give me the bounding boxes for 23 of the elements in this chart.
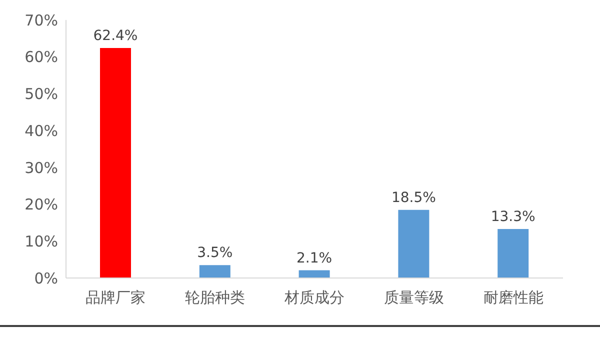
y-tick-label: 50% [24, 85, 58, 104]
x-tick-label: 耐磨性能 [483, 288, 544, 307]
x-tick-label: 轮胎种类 [185, 288, 246, 307]
x-tick-label: 品牌厂家 [86, 288, 146, 307]
data-label: 62.4% [93, 28, 138, 44]
data-label: 18.5% [391, 190, 436, 206]
data-label: 3.5% [197, 245, 233, 262]
bar [199, 265, 230, 278]
y-tick-label: 10% [24, 232, 58, 250]
y-tick-label: 70% [24, 11, 58, 30]
y-tick-label: 20% [24, 196, 58, 214]
y-tick-label: 60% [24, 48, 58, 66]
data-label: 2.1% [296, 250, 332, 266]
y-tick-label: 30% [24, 158, 58, 177]
bar [100, 48, 131, 278]
y-tick-label: 40% [24, 122, 58, 140]
data-label: 13.3% [490, 208, 536, 225]
x-tick-label: 质量等级 [384, 288, 444, 307]
bar [498, 228, 529, 278]
bar [298, 270, 330, 278]
bar [398, 210, 430, 278]
y-tick-label: 0% [34, 269, 58, 288]
x-tick-label: 材质成分 [284, 288, 344, 307]
